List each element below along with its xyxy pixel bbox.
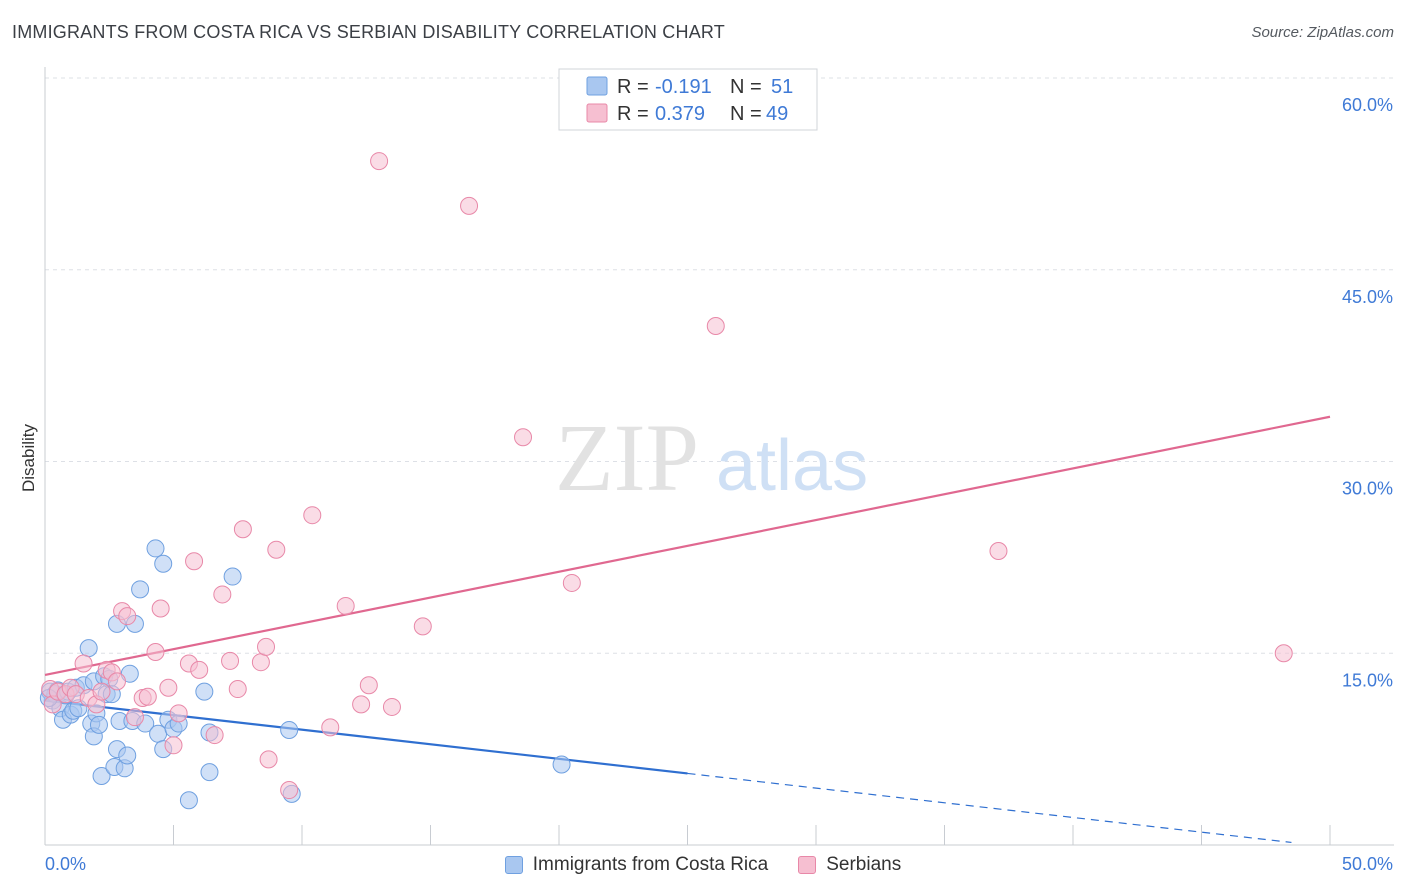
watermark-atlas: atlas: [716, 426, 868, 506]
data-point-serbians: [1274, 644, 1293, 663]
trend-layer: [44, 415, 1331, 844]
data-point-serbians: [125, 708, 144, 727]
data-point-costa-rica: [89, 715, 108, 734]
axes-layer: 15.0% 30.0% 45.0% 60.0% 0.0% 50.0%: [44, 67, 1394, 874]
data-point-costa-rica: [552, 755, 571, 774]
data-point-serbians: [706, 316, 725, 335]
y-axis-label: Disability: [19, 423, 38, 492]
data-point-serbians: [280, 781, 299, 800]
watermark: ZIP atlas: [555, 404, 868, 511]
bottom-legend-label-costa-rica: Immigrants from Costa Rica: [532, 854, 769, 875]
data-point-costa-rica: [131, 580, 150, 599]
bottom-legend-swatch-blue: [504, 856, 523, 874]
data-point-serbians: [190, 660, 209, 679]
legend-r-label-1: R =: [617, 76, 649, 98]
data-point-costa-rica: [118, 746, 137, 765]
source-label: Source: ZipAtlas.com: [1251, 24, 1394, 41]
data-point-serbians: [370, 152, 389, 171]
data-point-costa-rica: [223, 567, 242, 586]
data-point-serbians: [352, 695, 371, 714]
legend-r-label-2: R =: [617, 103, 649, 125]
data-point-serbians: [359, 676, 378, 695]
data-point-serbians: [138, 687, 157, 706]
data-point-costa-rica: [200, 763, 219, 782]
trend-line-costa-rica-extrapolated: [687, 772, 1292, 844]
data-point-costa-rica: [179, 791, 198, 810]
legend-n-label-1: N =: [730, 76, 762, 98]
data-point-serbians: [321, 718, 340, 737]
data-point-serbians: [118, 607, 137, 626]
data-point-serbians: [336, 596, 355, 615]
x-tick-label: 0.0%: [45, 854, 86, 874]
data-point-serbians: [382, 697, 401, 716]
data-point-serbians: [213, 585, 232, 604]
data-point-serbians: [257, 637, 276, 656]
data-point-serbians: [259, 750, 278, 769]
data-point-serbians: [169, 704, 188, 723]
data-point-costa-rica: [149, 724, 168, 743]
bottom-legend-swatch-pink: [798, 856, 817, 874]
y-tick-label: 60.0%: [1342, 95, 1393, 115]
grid-layer: [45, 77, 1394, 654]
data-point-serbians: [146, 642, 165, 661]
x-tick-label: 50.0%: [1342, 854, 1393, 874]
data-point-serbians: [185, 552, 204, 571]
data-point-serbians: [205, 726, 224, 745]
data-point-serbians: [460, 196, 479, 215]
data-point-serbians: [303, 506, 322, 525]
legend-n-label-2: N =: [730, 103, 762, 125]
bottom-legend-label-serbians: Serbians: [826, 854, 902, 875]
data-point-costa-rica: [92, 766, 111, 785]
legend-n-value-1: 51: [771, 76, 793, 98]
legend-n-value-2: 49: [766, 103, 788, 125]
data-point-costa-rica: [195, 682, 214, 701]
data-point-costa-rica: [146, 539, 165, 558]
data-point-serbians: [251, 653, 270, 672]
data-point-serbians: [164, 736, 183, 755]
data-point-costa-rica: [154, 554, 173, 573]
data-point-serbians: [267, 540, 286, 559]
y-tick-label: 15.0%: [1342, 670, 1393, 690]
chart-title: IMMIGRANTS FROM COSTA RICA VS SERBIAN DI…: [12, 22, 725, 42]
data-point-costa-rica: [280, 720, 299, 739]
legend-r-value-1: -0.191: [655, 76, 712, 98]
data-point-serbians: [514, 428, 533, 447]
data-point-serbians: [74, 654, 93, 673]
trend-line-serbians: [44, 415, 1331, 677]
y-tick-label: 45.0%: [1342, 287, 1393, 307]
data-point-serbians: [989, 541, 1008, 560]
data-point-serbians: [221, 651, 240, 670]
data-point-serbians: [159, 678, 178, 697]
legend-box: R = -0.191 N = 51 R = 0.379 N = 49: [558, 68, 818, 131]
y-tick-label: 30.0%: [1342, 479, 1393, 499]
bottom-legend-item-serbians: Serbians: [798, 854, 901, 876]
data-point-serbians: [228, 680, 247, 699]
points-layer: [39, 152, 1293, 810]
bottom-legend-item-costa-rica: Immigrants from Costa Rica: [504, 854, 769, 876]
watermark-zip: ZIP: [555, 404, 699, 511]
legend-swatch-pink: [586, 103, 608, 123]
legend-r-value-2: 0.379: [655, 103, 705, 125]
data-point-serbians: [107, 672, 126, 691]
data-point-serbians: [413, 617, 432, 636]
data-point-serbians: [92, 682, 111, 701]
data-point-serbians: [151, 599, 170, 618]
data-point-costa-rica: [79, 639, 98, 658]
data-point-serbians: [562, 573, 581, 592]
data-point-serbians: [233, 520, 252, 539]
legend-swatch-blue: [586, 76, 608, 96]
bottom-legend: Immigrants from Costa Rica Serbians: [0, 850, 1406, 880]
trend-line-costa-rica: [44, 699, 688, 775]
